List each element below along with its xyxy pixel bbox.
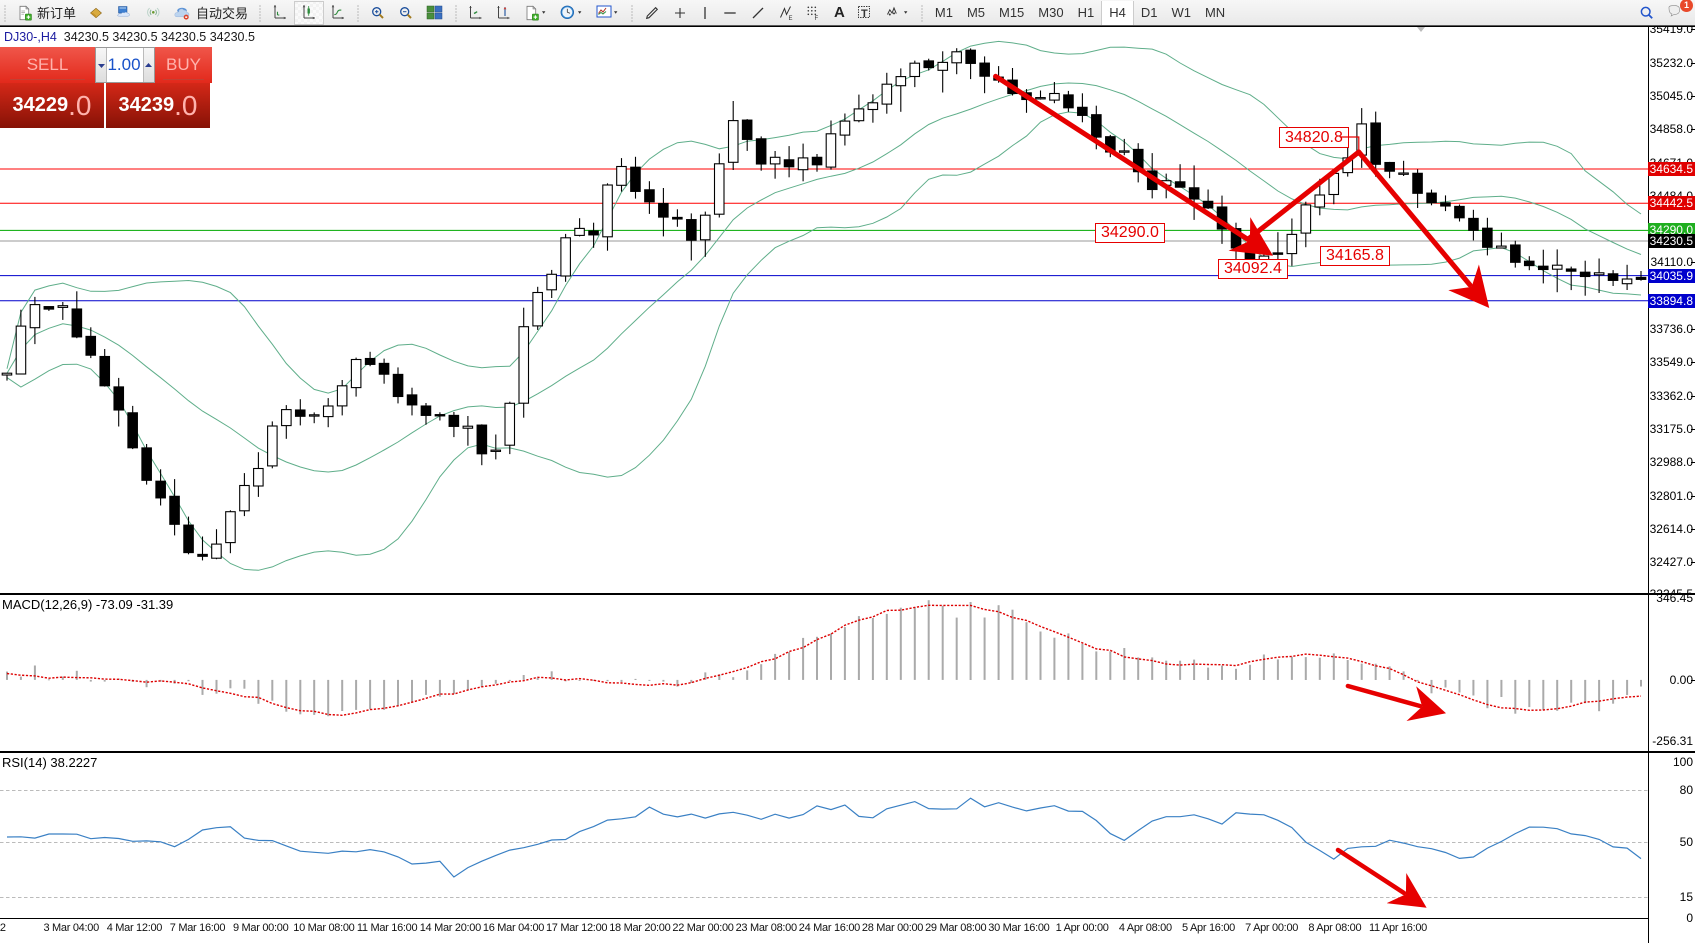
svg-text:T: T <box>861 7 868 19</box>
svg-text:E: E <box>789 16 793 21</box>
svg-text:F: F <box>815 16 819 21</box>
